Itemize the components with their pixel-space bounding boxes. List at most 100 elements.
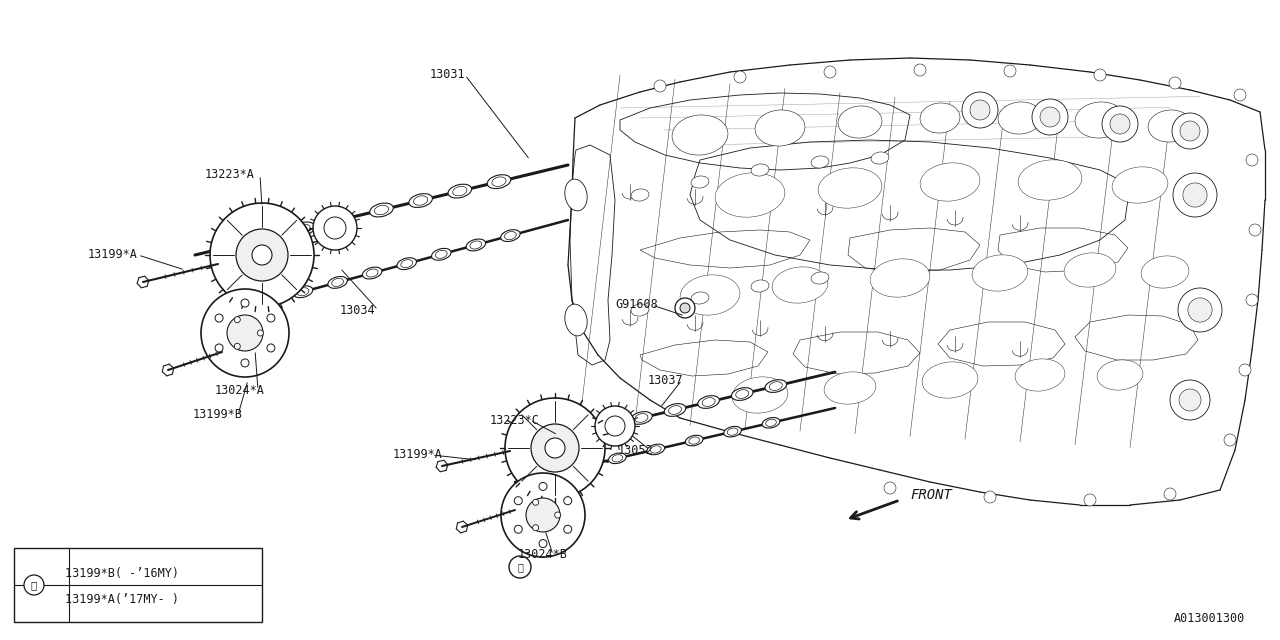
- Ellipse shape: [1018, 160, 1082, 200]
- Ellipse shape: [397, 258, 416, 269]
- Circle shape: [509, 556, 531, 578]
- Text: 13199*B( -’16MY): 13199*B( -’16MY): [65, 566, 179, 579]
- Ellipse shape: [218, 243, 232, 253]
- Text: 13037: 13037: [648, 374, 684, 387]
- Ellipse shape: [408, 194, 433, 207]
- Ellipse shape: [602, 422, 614, 430]
- Text: ①: ①: [31, 580, 37, 590]
- Circle shape: [532, 499, 539, 505]
- Ellipse shape: [335, 214, 349, 224]
- Circle shape: [1179, 389, 1201, 411]
- Circle shape: [970, 100, 989, 120]
- Ellipse shape: [870, 259, 929, 297]
- Ellipse shape: [453, 186, 467, 196]
- Ellipse shape: [332, 278, 343, 287]
- Circle shape: [545, 438, 564, 458]
- Circle shape: [1102, 106, 1138, 142]
- Ellipse shape: [765, 380, 787, 392]
- Text: 13199*B: 13199*B: [193, 408, 243, 422]
- Ellipse shape: [564, 179, 588, 211]
- Circle shape: [563, 525, 572, 533]
- Ellipse shape: [466, 239, 485, 251]
- Ellipse shape: [755, 110, 805, 146]
- Circle shape: [506, 398, 605, 498]
- Ellipse shape: [685, 435, 703, 446]
- Circle shape: [1084, 494, 1096, 506]
- Circle shape: [24, 575, 44, 595]
- Ellipse shape: [212, 241, 237, 255]
- Ellipse shape: [492, 177, 506, 186]
- Circle shape: [654, 80, 666, 92]
- Ellipse shape: [631, 189, 649, 201]
- Ellipse shape: [920, 163, 980, 201]
- Circle shape: [554, 512, 561, 518]
- Circle shape: [215, 344, 223, 352]
- Ellipse shape: [328, 276, 347, 288]
- Ellipse shape: [769, 381, 782, 390]
- Circle shape: [1094, 69, 1106, 81]
- Circle shape: [210, 203, 314, 307]
- Ellipse shape: [608, 453, 626, 463]
- Ellipse shape: [257, 234, 271, 243]
- Ellipse shape: [635, 413, 648, 422]
- Circle shape: [515, 525, 522, 533]
- Circle shape: [241, 359, 250, 367]
- Circle shape: [526, 498, 561, 532]
- Circle shape: [314, 206, 357, 250]
- Ellipse shape: [435, 250, 447, 259]
- Ellipse shape: [703, 397, 716, 406]
- Ellipse shape: [370, 203, 393, 217]
- Ellipse shape: [596, 420, 618, 433]
- Ellipse shape: [1148, 110, 1192, 142]
- Circle shape: [252, 245, 273, 265]
- Ellipse shape: [570, 462, 588, 472]
- Circle shape: [241, 299, 250, 307]
- Text: 13223*C: 13223*C: [490, 413, 540, 426]
- Text: FRONT: FRONT: [910, 488, 952, 502]
- Circle shape: [500, 473, 585, 557]
- Ellipse shape: [448, 184, 471, 198]
- Circle shape: [914, 64, 925, 76]
- Ellipse shape: [470, 241, 481, 249]
- Text: 13199*A(’17MY- ): 13199*A(’17MY- ): [65, 593, 179, 607]
- Ellipse shape: [366, 269, 378, 277]
- Ellipse shape: [691, 176, 709, 188]
- Circle shape: [1004, 65, 1016, 77]
- Circle shape: [884, 482, 896, 494]
- Circle shape: [1188, 298, 1212, 322]
- Ellipse shape: [922, 362, 978, 398]
- Ellipse shape: [564, 304, 588, 336]
- Ellipse shape: [765, 419, 776, 426]
- Ellipse shape: [296, 224, 310, 234]
- Ellipse shape: [530, 436, 552, 448]
- Circle shape: [532, 525, 539, 531]
- Circle shape: [268, 314, 275, 322]
- Ellipse shape: [500, 230, 520, 241]
- Ellipse shape: [1015, 359, 1065, 391]
- Ellipse shape: [689, 437, 699, 444]
- Ellipse shape: [431, 248, 451, 260]
- Ellipse shape: [631, 304, 649, 316]
- Ellipse shape: [812, 272, 829, 284]
- Ellipse shape: [573, 463, 584, 471]
- Circle shape: [1178, 288, 1222, 332]
- Ellipse shape: [413, 196, 428, 205]
- Ellipse shape: [534, 438, 547, 446]
- Text: ①: ①: [517, 562, 524, 572]
- Circle shape: [201, 289, 289, 377]
- Ellipse shape: [998, 102, 1042, 134]
- Circle shape: [1224, 434, 1236, 446]
- Circle shape: [1234, 89, 1245, 101]
- Text: 13223*A: 13223*A: [205, 168, 255, 182]
- Ellipse shape: [401, 260, 412, 268]
- Ellipse shape: [362, 267, 381, 279]
- Circle shape: [324, 217, 346, 239]
- Circle shape: [1170, 380, 1210, 420]
- Ellipse shape: [646, 444, 664, 454]
- Ellipse shape: [568, 429, 581, 438]
- Circle shape: [1172, 113, 1208, 149]
- Ellipse shape: [838, 106, 882, 138]
- Circle shape: [675, 298, 695, 318]
- Ellipse shape: [292, 222, 315, 236]
- Ellipse shape: [872, 152, 888, 164]
